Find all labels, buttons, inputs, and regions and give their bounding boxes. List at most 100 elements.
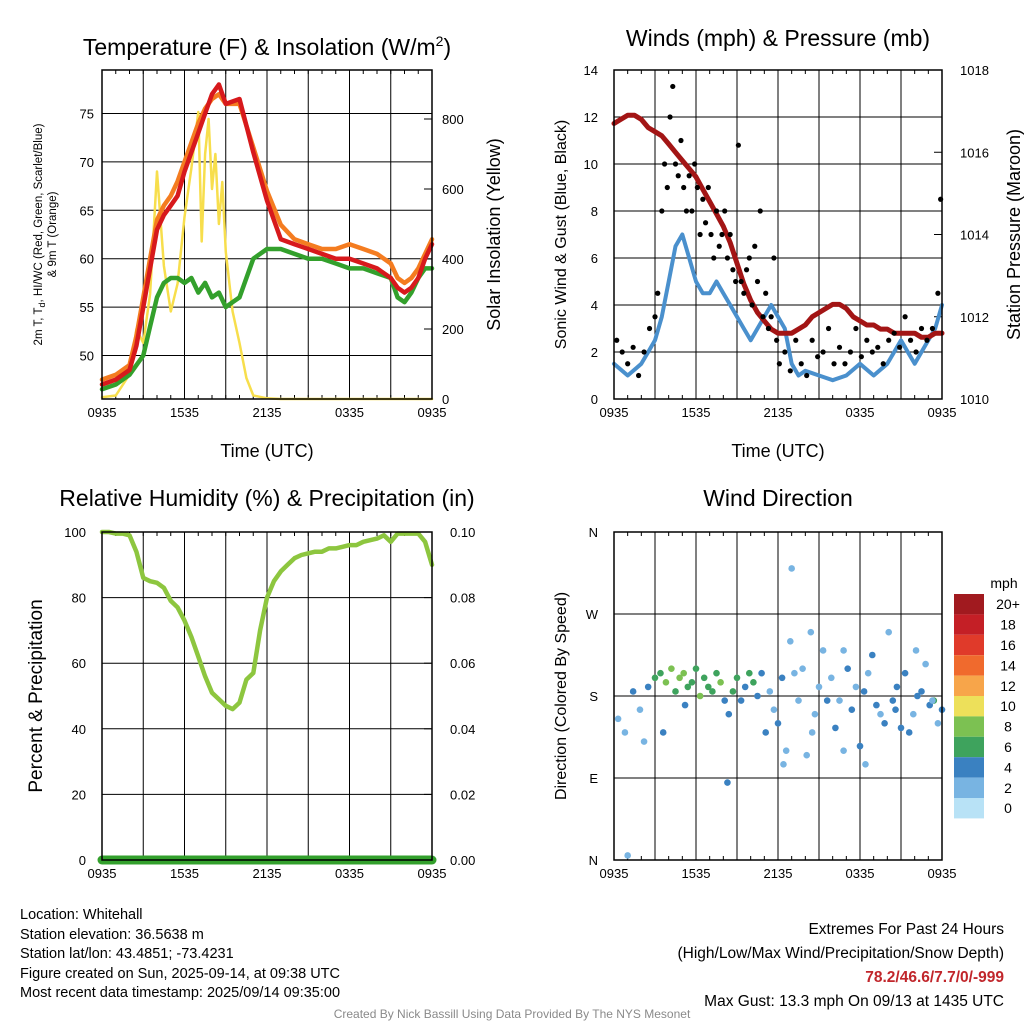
direction-point [758,669,765,677]
direction-point [819,647,827,654]
direction-point [725,710,733,718]
station-location: Location: Whitehall [20,907,143,923]
panel-winds [611,69,945,400]
direction-point [696,692,704,700]
gust-point [641,349,647,355]
station-elevation: Station elevation: 36.5638 m [20,926,204,943]
gust-point [836,344,843,350]
direction-point [877,710,884,718]
direction-point [815,683,823,691]
y2-tick-label: 0.02 [450,787,475,802]
plot-frame [101,69,433,400]
y-tick-label: 6 [591,251,598,266]
direction-point [918,688,925,695]
station-latlon: Station lat/lon: 43.4851; -73.4231 [20,946,234,962]
gust-point [655,290,661,296]
direction-point [762,729,769,736]
direction-point [862,761,869,768]
gust-point [875,344,881,350]
gust-point [853,325,859,332]
gust-point [754,278,761,285]
x-tick-label: 2135 [253,405,282,420]
x-tick-label: 0335 [335,405,364,420]
direction-point [811,710,819,718]
gust-point [752,243,758,249]
gust-point [700,196,706,202]
direction-point [828,674,835,682]
gust-point [661,161,668,167]
x-tick-label: 0935 [418,405,447,420]
direction-point [729,688,737,695]
chart-title: Temperature (F) & Insolation (W/m2) [83,33,451,60]
series-station-pressure [611,112,945,340]
y2-tick-label: 600 [442,182,464,197]
direction-point [856,742,864,750]
colorbar-label: 12 [1000,678,1016,694]
extremes-legend: (High/Low/Max Wind/Precipitation/Snow De… [677,945,1005,962]
gust-point [630,344,636,350]
colorbar-label: 8 [1004,719,1012,735]
direction-point [852,683,860,691]
gust-point [614,337,620,343]
gust-point [771,255,777,261]
chart-title: Relative Humidity (%) & Precipitation (i… [59,485,474,511]
gust-point [869,349,875,355]
x-tick-label: 0335 [335,866,364,881]
figure-created: Figure created on Sun, 2025-09-14, at 09… [20,965,340,982]
colorbar-swatch [954,757,984,778]
gust-point [672,161,679,167]
direction-point [659,729,667,736]
direction-point [636,706,644,713]
gust-point [659,208,665,214]
gust-point [713,208,720,214]
gust-point [847,349,854,355]
station-info: Location: Whitehall Station elevation: 3… [20,906,340,1004]
gust-point [924,337,930,343]
gust-point [793,337,799,343]
direction-point [737,697,745,704]
direction-point [680,669,687,677]
direction-point [782,747,790,754]
gust-point [749,302,755,308]
y2-tick-label: 0.08 [450,591,475,606]
gust-point [935,290,941,296]
y-tick-label: 60 [80,252,94,267]
x-tick-label: 2135 [764,866,793,881]
direction-point [864,669,872,677]
direction-point [901,669,909,677]
y-axis-label: Direction (Colored By Speed) [553,592,570,800]
gust-point [902,314,908,320]
x-axis-label: Time (UTC) [220,441,313,461]
gust-point [804,372,810,379]
y-tick-label: S [589,689,598,704]
direction-point [823,697,831,704]
y-axis-label: Percent & Precipitation [26,599,47,792]
direction-point [700,674,708,682]
gust-point [711,255,717,261]
gust-point [667,114,673,120]
colorbar-swatch [954,716,984,737]
direction-point [713,669,720,677]
colorbar-title: mph [990,575,1017,591]
direction-point [774,720,782,727]
y-axis-label: 2m T, Td, HI/WC (Red, Green, Scarlet/Blu… [33,123,47,345]
gust-point [619,349,625,355]
direction-point [848,706,856,713]
series-relative-humidity [99,529,435,712]
direction-point [910,710,917,718]
y-tick-label: 50 [80,348,94,363]
y-tick-label: 100 [64,525,86,540]
y-tick-label: 60 [72,656,86,671]
direction-point [889,697,897,704]
y-tick-label: 12 [584,110,598,125]
gust-point [760,314,766,320]
direction-point [624,852,631,859]
x-tick-label: 0935 [928,405,957,420]
y-tick-label: W [586,607,599,622]
gust-point [689,208,695,214]
direction-point [787,638,794,645]
direction-point [681,701,689,709]
gust-point [765,325,772,332]
gust-point [798,361,804,367]
gust-point [735,142,741,148]
